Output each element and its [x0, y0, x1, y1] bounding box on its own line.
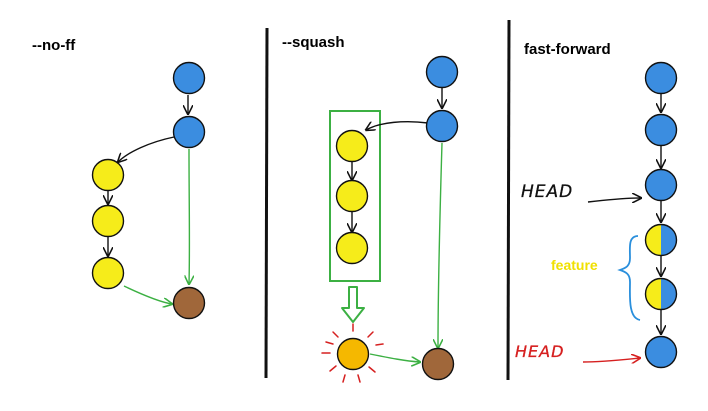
feature-commit: [91, 256, 125, 290]
merge-arrow: [369, 353, 420, 362]
main-commit: [425, 55, 459, 89]
panel-title-squash: --squash: [282, 34, 345, 51]
panel-no-ff: [91, 61, 206, 320]
head-lower-label: HEAD: [515, 342, 564, 361]
panel-fast-forward: HEAD feature HEAD: [515, 61, 678, 369]
panel-divider-2: [506, 19, 511, 381]
merge-commit: [421, 347, 455, 381]
head-upper-arrow: [587, 198, 641, 202]
panel-squash: [321, 55, 459, 383]
branch-arrow: [366, 121, 429, 130]
squash-box: [329, 110, 381, 282]
half-commit: [644, 223, 678, 257]
head-upper-label: HEAD: [521, 182, 573, 202]
squash-down-arrow-icon: [341, 286, 365, 323]
feature-commit: [335, 231, 369, 265]
merge-arrow: [438, 142, 442, 348]
branch-arrow: [118, 136, 175, 162]
sparkle-icon: [321, 323, 384, 383]
main-commit: [644, 61, 678, 95]
feature-commit: [335, 129, 369, 163]
main-commit: [644, 335, 678, 369]
main-commit: [172, 61, 206, 95]
main-commit: [644, 113, 678, 147]
panel-title-fast-forward: fast-forward: [524, 41, 611, 58]
feature-brace: [617, 235, 641, 321]
main-commit: [644, 168, 678, 202]
panel-divider-1: [264, 27, 269, 379]
squash-commit: [336, 337, 370, 371]
feature-commit: [91, 204, 125, 238]
main-commit: [425, 109, 459, 143]
merge-commit: [172, 286, 206, 320]
head-lower-arrow: [582, 358, 640, 362]
merge-arrow: [123, 285, 172, 304]
feature-commit: [335, 179, 369, 213]
main-commit: [172, 115, 206, 149]
feature-commit: [91, 158, 125, 192]
half-commit: [644, 277, 678, 311]
feature-label: feature: [551, 257, 598, 273]
panel-title-no-ff: --no-ff: [32, 37, 76, 54]
